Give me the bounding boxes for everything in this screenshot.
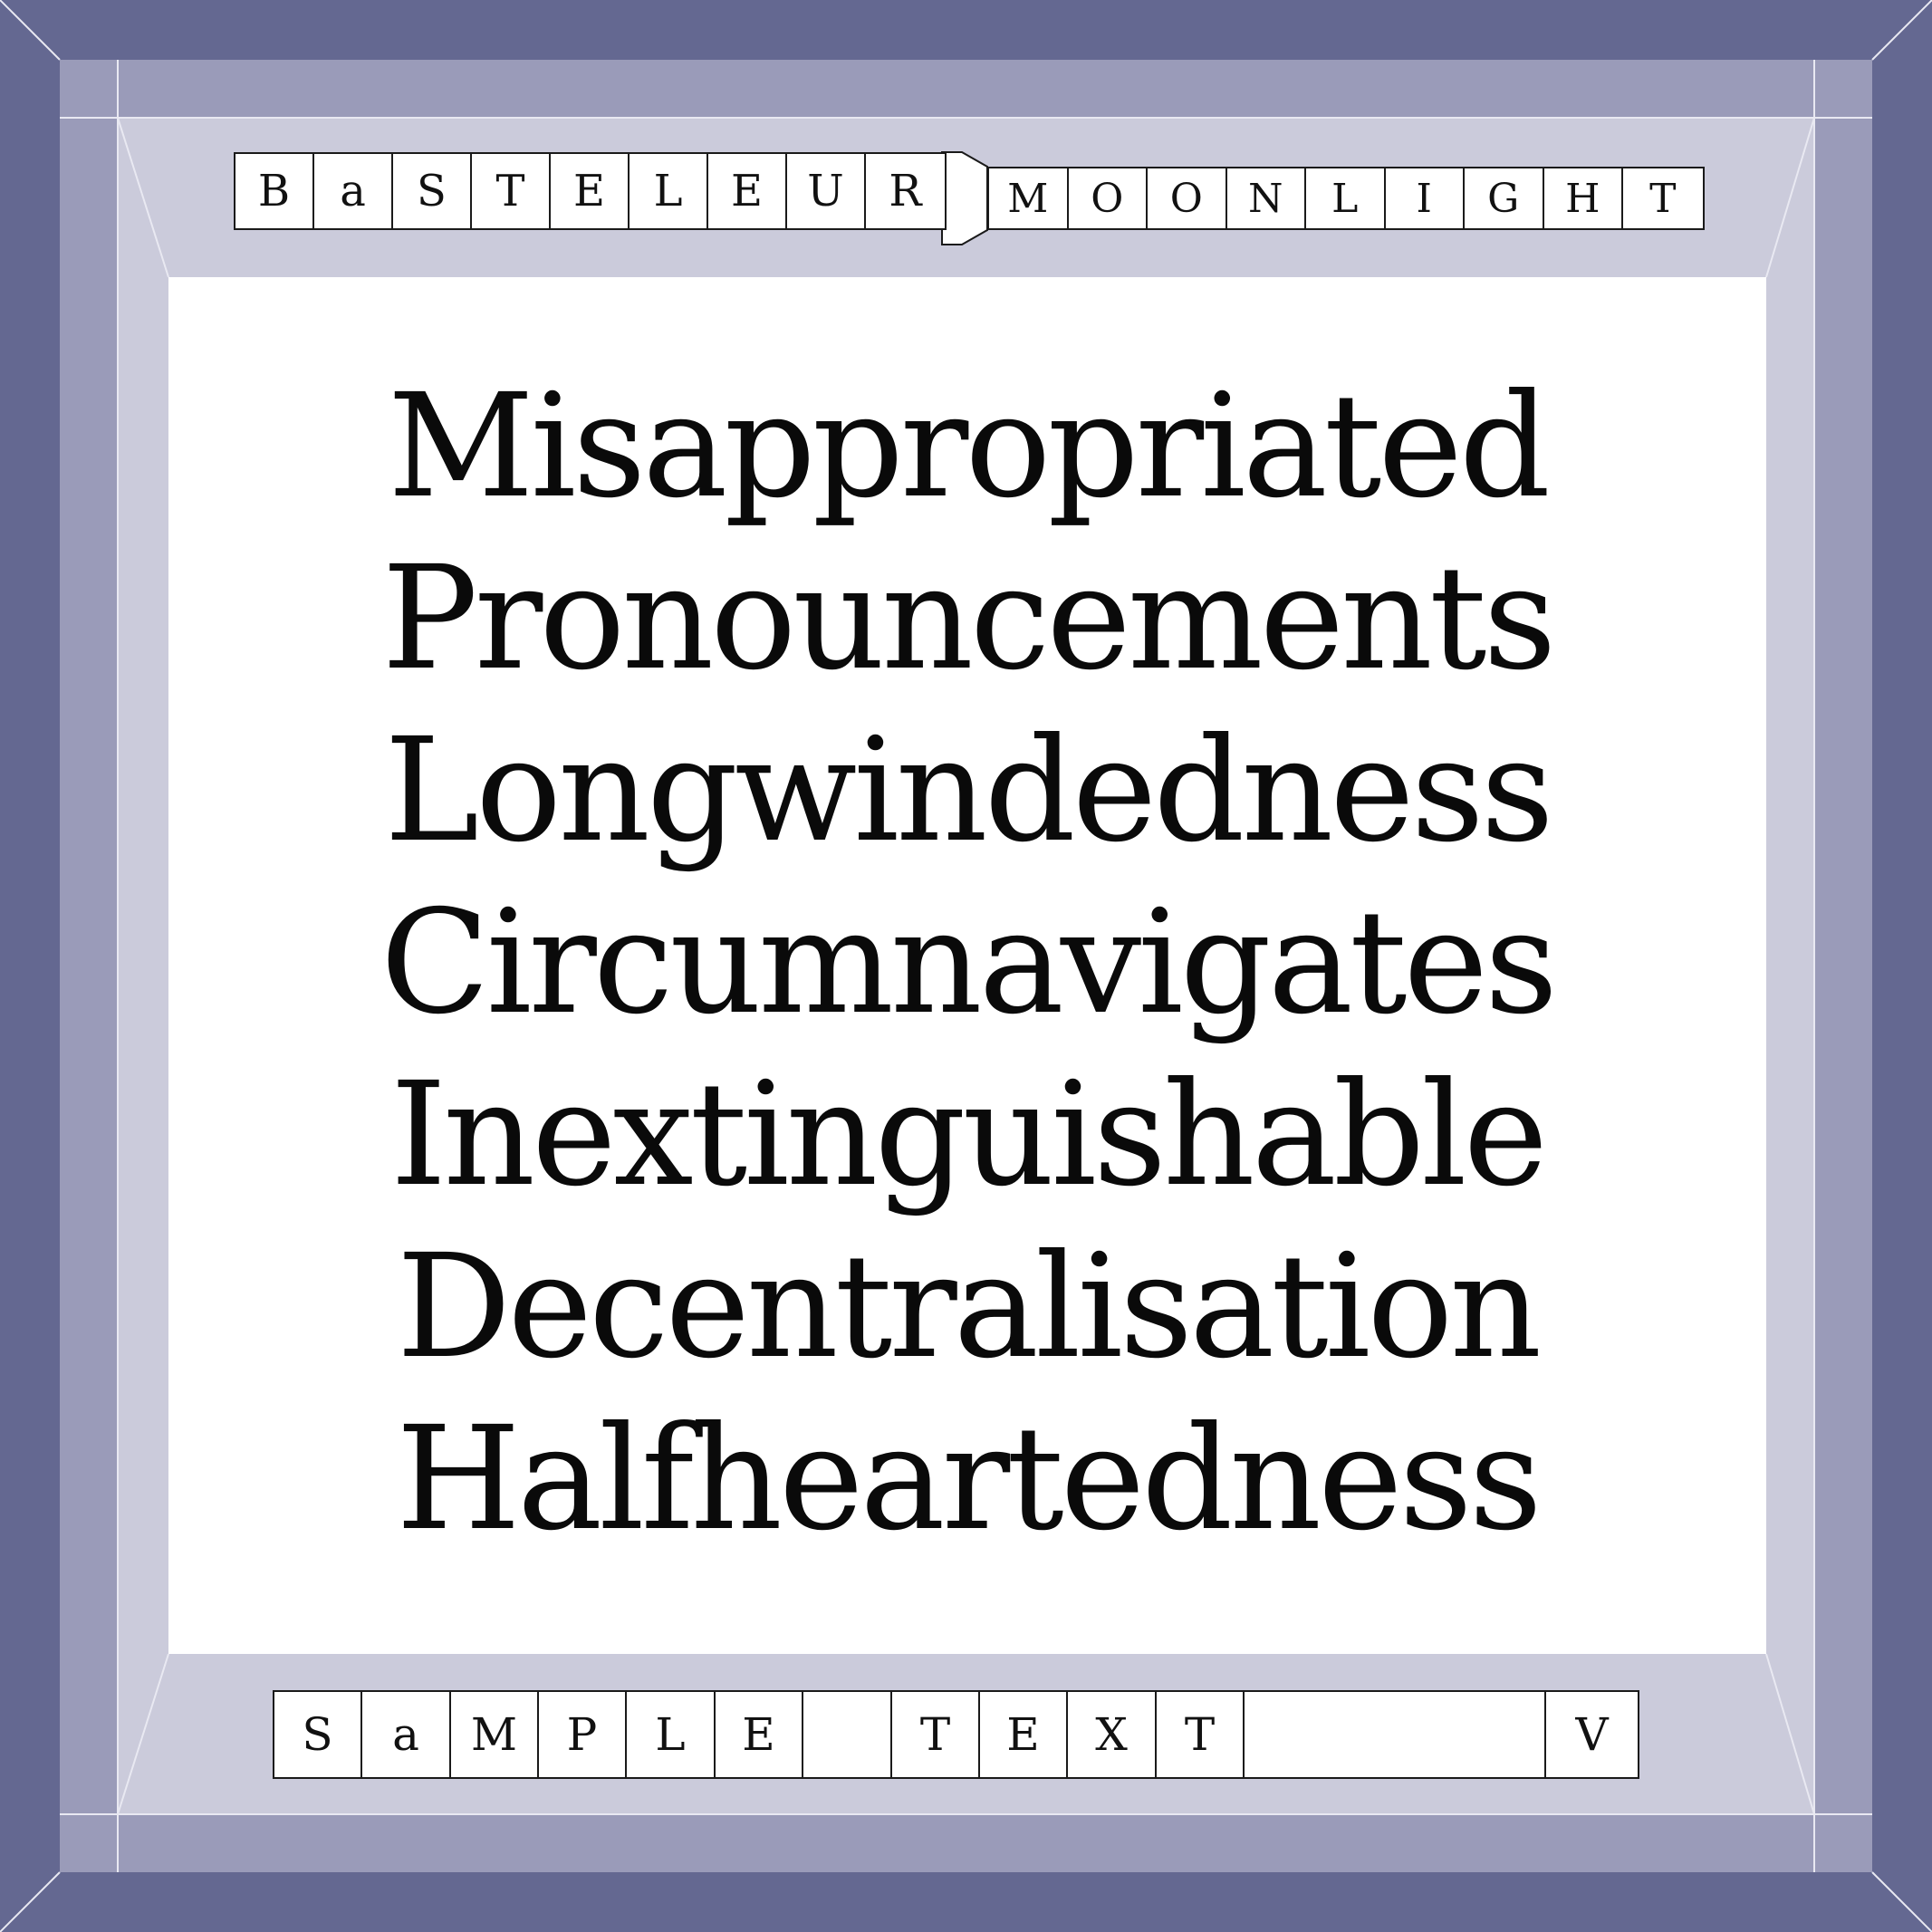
sample-word: Misappropriated [387, 363, 1551, 530]
sample-word: Longwindedness [384, 707, 1554, 874]
footer-letter: M [451, 1692, 539, 1777]
title-letter: M [989, 168, 1069, 228]
title-letter: O [1148, 168, 1227, 228]
title-letter: R [889, 166, 922, 216]
title-letter: H [1544, 168, 1623, 228]
title-letter: B [235, 154, 314, 228]
title-letter: L [1306, 168, 1386, 228]
title-letter: N [1227, 168, 1306, 228]
title-word-moonlight: M O O N L I G H T [987, 167, 1705, 230]
title-word-basteleur: B a S T E L E U R [234, 152, 947, 230]
footer-label-row: S a M P L E T E X T V [273, 1690, 1639, 1779]
title-letter: E [551, 154, 630, 228]
title-letter: O [1069, 168, 1148, 228]
footer-letter: a [362, 1692, 451, 1777]
footer-letter: E [980, 1692, 1068, 1777]
title-letter: S [393, 154, 472, 228]
title-letter: I [1386, 168, 1465, 228]
sample-word-list: Misappropriated Pronouncements Longwinde… [168, 360, 1766, 1565]
title-letter: L [630, 154, 708, 228]
footer-letter: T [892, 1692, 980, 1777]
title-letter: E [708, 154, 787, 228]
title-letter: T [1649, 175, 1677, 222]
sample-word: Inextinguishable [389, 1052, 1548, 1218]
sample-word: Circumnavigates [380, 879, 1558, 1046]
footer-spacer [1245, 1692, 1546, 1777]
sample-word: Halfheartedness [396, 1396, 1543, 1562]
title-connector [941, 151, 988, 245]
footer-letter: P [539, 1692, 627, 1777]
title-letter: G [1465, 168, 1544, 228]
title-letter: U [787, 154, 866, 228]
footer-volume-letter: V [1575, 1708, 1609, 1761]
footer-letter: L [627, 1692, 716, 1777]
footer-letter: E [716, 1692, 803, 1777]
title-letter: T [472, 154, 551, 228]
footer-letter: S [274, 1692, 362, 1777]
footer-spacer [803, 1692, 892, 1777]
sample-word: Decentralisation [396, 1224, 1542, 1390]
title-letter: a [314, 154, 393, 228]
sample-word: Pronouncements [381, 535, 1556, 702]
footer-letter: X [1068, 1692, 1157, 1777]
footer-letter: T [1157, 1692, 1245, 1777]
text-panel [168, 277, 1766, 1654]
